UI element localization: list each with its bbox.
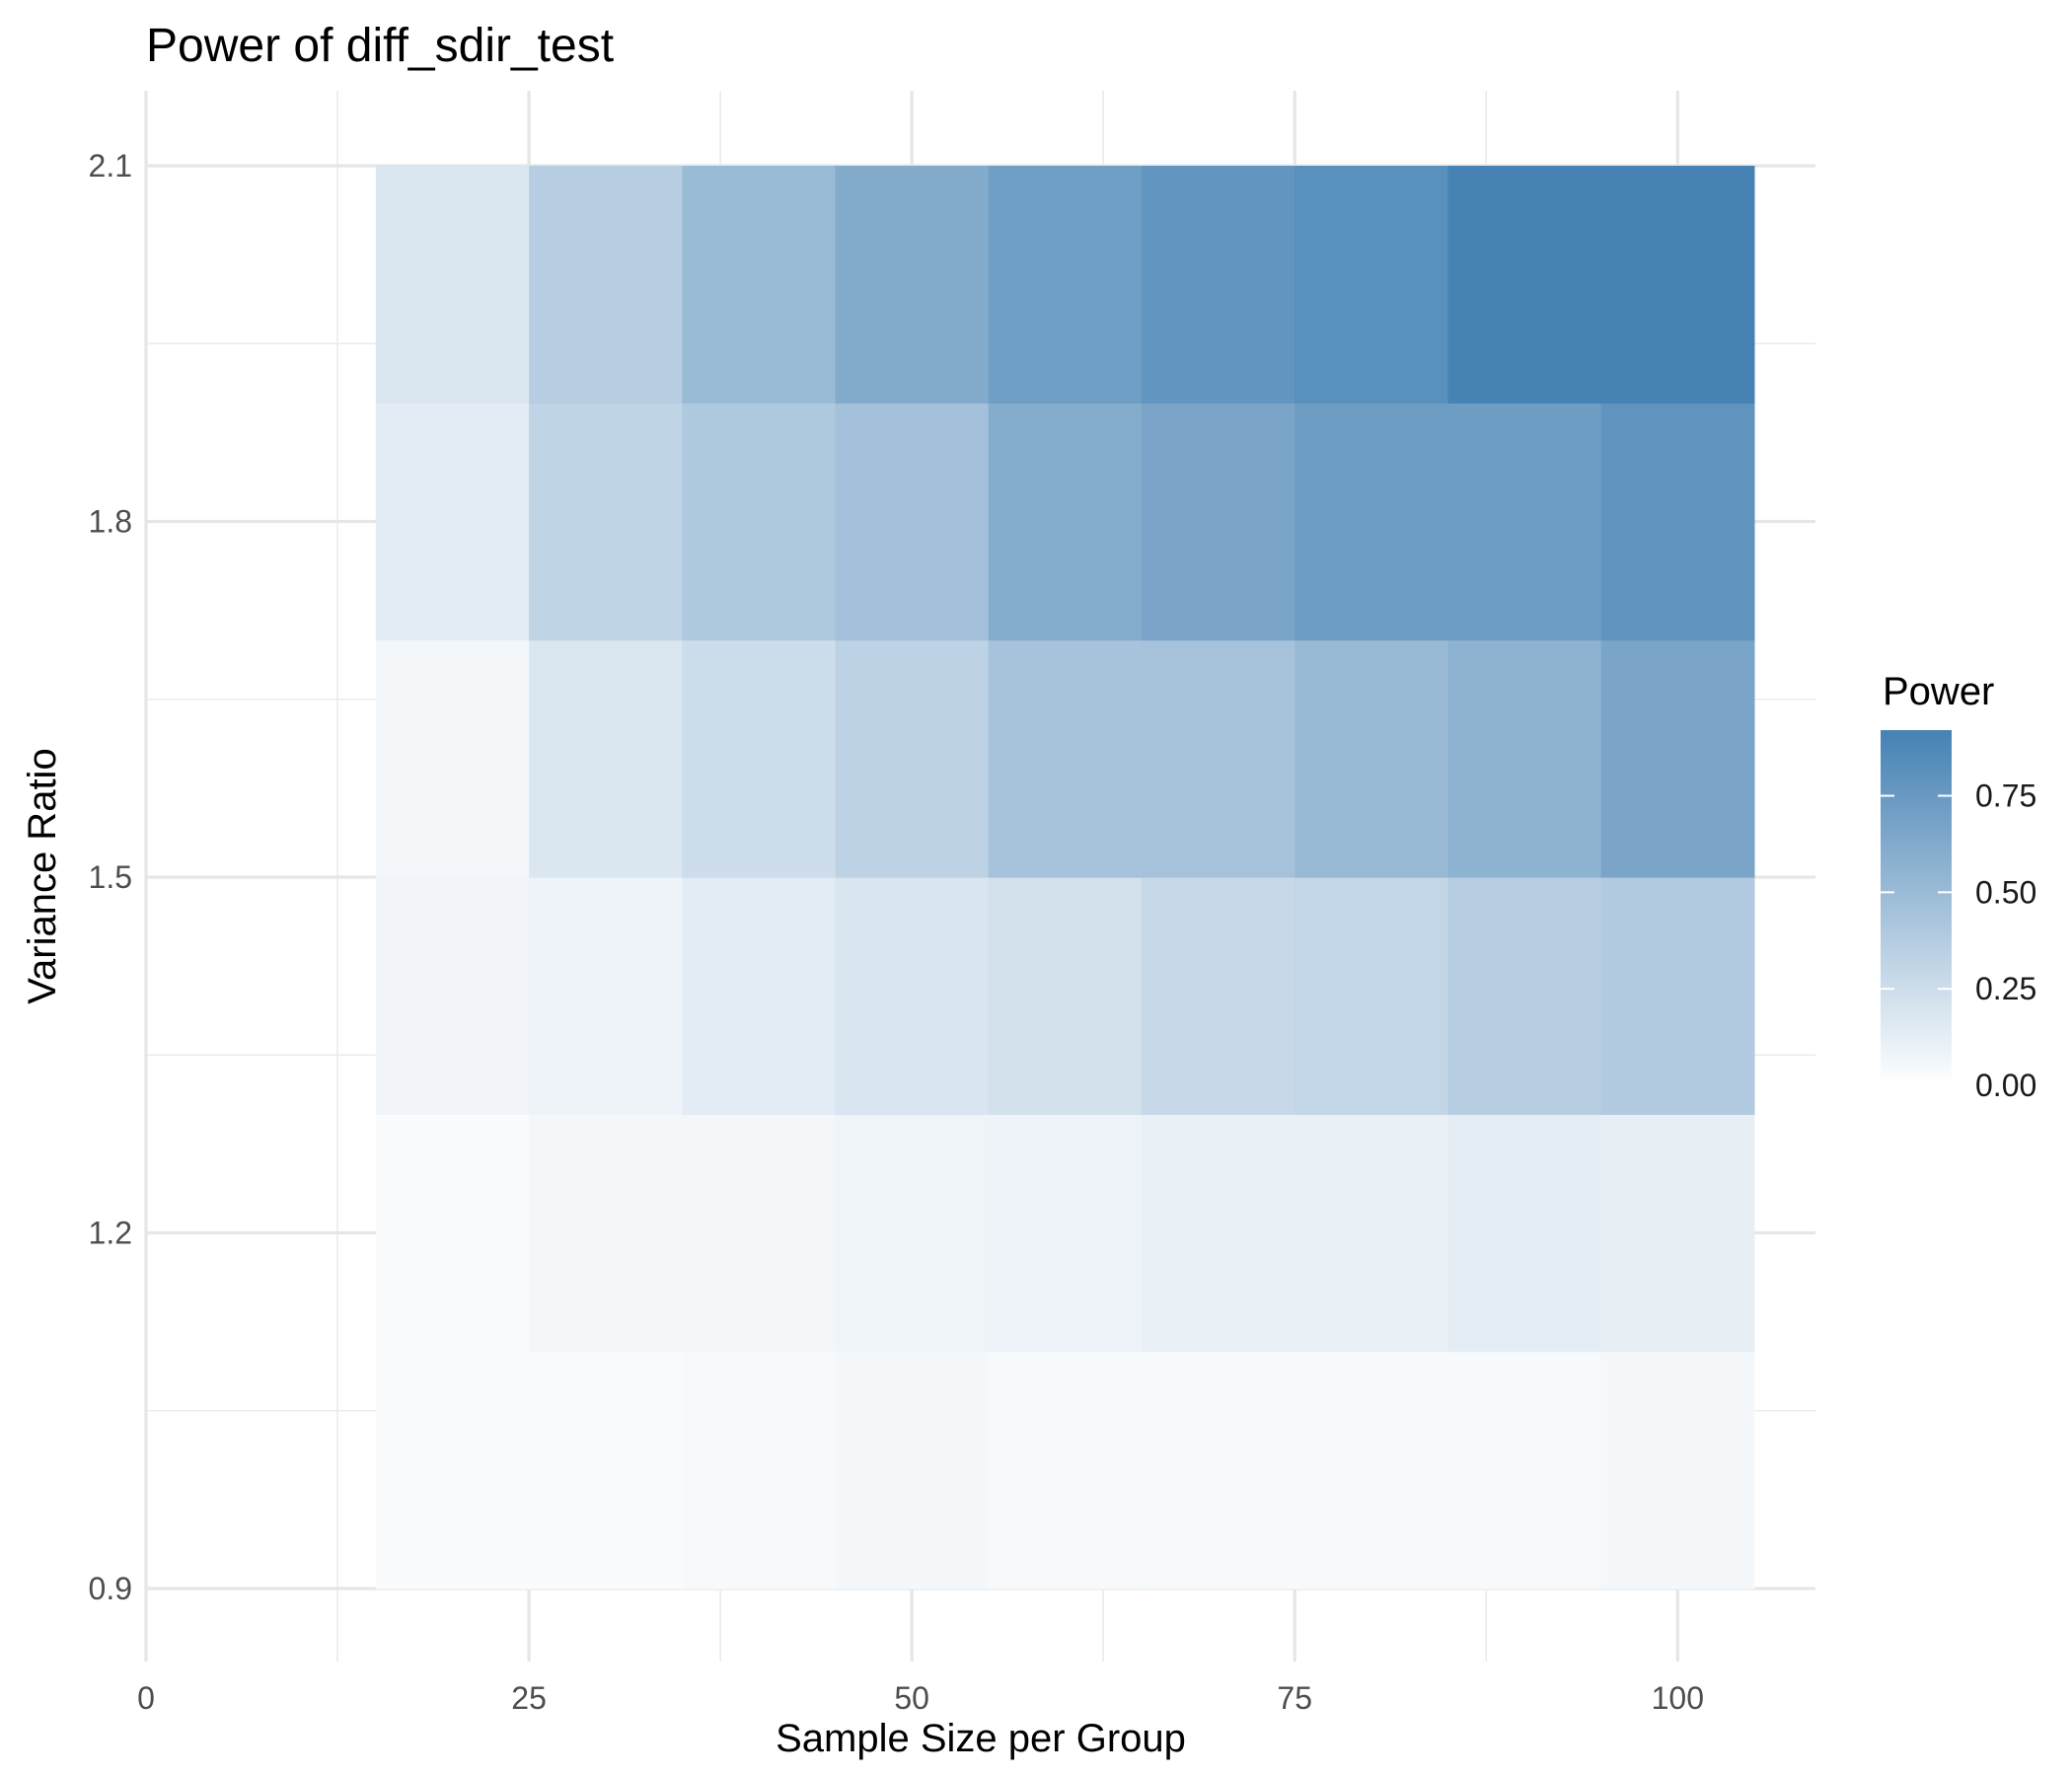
heatmap-tile [1295,877,1449,1115]
heatmap-tile [835,403,990,641]
legend-title: Power [1883,670,1994,713]
heatmap-tile [682,166,837,404]
heatmap-tile [375,166,530,404]
x-tick-label: 50 [894,1680,929,1716]
y-axis-title: Variance Ratio [21,748,64,1003]
heatmap-tile [1447,1114,1602,1353]
heatmap-tile [988,877,1143,1115]
heatmap-tile [1141,403,1295,641]
heatmap-tile [1447,877,1602,1115]
x-tick-label: 75 [1277,1680,1312,1716]
heatmap-tile [835,1114,990,1353]
heatmap-tile [1600,1114,1755,1353]
heatmap-tile [1447,166,1602,404]
x-tick-label: 100 [1652,1680,1704,1716]
legend-tick-label: 0.75 [1975,778,2036,814]
y-tick-label: 1.2 [89,1216,132,1251]
heatmap-tile [1295,166,1449,404]
heatmap-tile [1600,1351,1755,1590]
chart-title: Power of diff_sdir_test [146,20,614,72]
heatmap-tile [375,1351,530,1590]
heatmap-tile [988,166,1143,404]
y-tick-label: 1.5 [89,859,132,895]
heatmap-tile [375,877,530,1115]
heatmap-tile [1295,1351,1449,1590]
heatmap-tile [1141,877,1295,1115]
y-tick-label: 2.1 [89,148,132,184]
heatmap-tile [529,639,683,878]
legend-ticks: 0.00 0.25 0.50 0.75 [1881,778,2036,1103]
heatmap-tile [529,1351,683,1590]
heatmap-tile [682,1114,837,1353]
heatmap-tile [682,639,837,878]
heatmap-tile [835,877,990,1115]
heatmap-tile [375,1114,530,1353]
y-tick-label: 1.8 [89,504,132,540]
heatmap-tile [1600,639,1755,878]
heatmap-tile [375,403,530,641]
heatmap-tile [1447,403,1602,641]
heatmap-tile [1447,1351,1602,1590]
heatmap-tile [988,1351,1143,1590]
heatmap-tile [1600,877,1755,1115]
x-axis-ticks: 0 25 50 75 100 [137,1680,1704,1716]
heatmap-tile [375,639,530,878]
heatmap-tile [529,166,683,404]
heatmap-tile [1141,1114,1295,1353]
heatmap-tile [835,1351,990,1590]
legend-colorbar [1881,730,1952,1085]
x-tick-label: 0 [137,1680,155,1716]
y-tick-label: 0.9 [89,1571,132,1606]
heatmap-tile [835,166,990,404]
heatmap-tile [682,403,837,641]
heatmap-tiles [375,166,1755,1590]
x-axis-title: Sample Size per Group [776,1717,1186,1760]
heatmap-tile [1295,639,1449,878]
heatmap-tile [529,1114,683,1353]
heatmap-tile [529,403,683,641]
x-tick-label: 25 [511,1680,547,1716]
heatmap-tile [1600,166,1755,404]
heatmap-tile [682,877,837,1115]
legend-tick-label: 0.00 [1975,1068,2036,1103]
heatmap-tile [1141,1351,1295,1590]
heatmap-tile [988,639,1143,878]
heatmap-tile [1600,403,1755,641]
heatmap-tile [529,877,683,1115]
y-axis-ticks: 0.9 1.2 1.5 1.8 2.1 [89,148,132,1606]
heatmap-tile [988,403,1143,641]
legend-tick-label: 0.25 [1975,971,2036,1006]
heatmap-tile [682,1351,837,1590]
heatmap-tile [1141,639,1295,878]
heatmap-tile [835,639,990,878]
legend: Power 0.00 0.25 0.50 0.75 [1881,670,2036,1103]
heatmap-tile [988,1114,1143,1353]
heatmap-tile [1295,1114,1449,1353]
heatmap-tile [1447,639,1602,878]
heatmap-tile [1141,166,1295,404]
heatmap-tile [1295,403,1449,641]
legend-tick-label: 0.50 [1975,874,2036,910]
